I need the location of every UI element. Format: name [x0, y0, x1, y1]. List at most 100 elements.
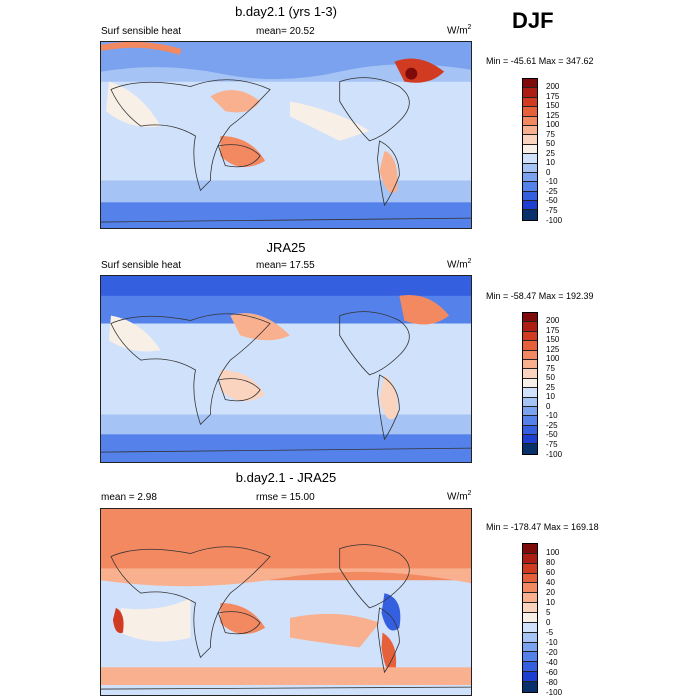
colorbar-segment — [523, 583, 537, 594]
panel-3-colorbar — [522, 543, 538, 693]
colorbar-tick-label: 150 — [546, 101, 560, 111]
panel-2-mean: mean= 17.55 — [256, 260, 315, 271]
colorbar-segment — [523, 107, 537, 117]
colorbar-segment — [523, 350, 537, 360]
colorbar-tick-label: -10 — [546, 411, 558, 421]
colorbar-tick-label: 10 — [546, 597, 555, 607]
colorbar-segment — [523, 322, 537, 332]
panel-1-variable: Surf sensible heat — [101, 26, 182, 37]
panel-2-map — [100, 275, 472, 463]
panel-1-units: W/m2 — [447, 24, 472, 37]
colorbar-tick-label: -25 — [546, 420, 558, 430]
colorbar-tick-label: 200 — [546, 316, 560, 326]
colorbar-segment — [523, 652, 537, 663]
colorbar-tick-label: 125 — [546, 344, 560, 354]
panel-1-colorbar — [522, 78, 538, 221]
colorbar-segment — [523, 210, 537, 220]
colorbar-tick-label: 25 — [546, 148, 555, 158]
colorbar-tick-label: -10 — [546, 637, 558, 647]
colorbar-tick-label: 150 — [546, 335, 560, 345]
colorbar-tick-label: -100 — [546, 215, 563, 225]
colorbar-segment — [523, 632, 537, 643]
colorbar-tick-label: -50 — [546, 196, 558, 206]
colorbar-segment — [523, 125, 537, 136]
colorbar-tick-label: 5 — [546, 607, 551, 617]
season-label: DJF — [512, 8, 554, 33]
colorbar-tick-label: 100 — [546, 354, 560, 364]
colorbar-segment — [523, 201, 537, 211]
colorbar-segment — [523, 613, 537, 623]
colorbar-segment — [523, 154, 537, 164]
colorbar-tick-label: -25 — [546, 186, 558, 196]
panel-2-units: W/m2 — [447, 258, 472, 271]
colorbar-segment — [523, 672, 537, 683]
panel-1-title: b.day2.1 (yrs 1-3) — [235, 4, 337, 19]
colorbar-tick-label: 75 — [546, 129, 555, 139]
colorbar-segment — [523, 88, 537, 98]
colorbar-segment — [523, 341, 537, 351]
colorbar-segment — [523, 642, 537, 653]
colorbar-tick-label: 75 — [546, 363, 555, 373]
colorbar-tick-label: -75 — [546, 205, 558, 215]
colorbar-tick-label: 0 — [546, 167, 551, 177]
colorbar-segment — [523, 378, 537, 389]
colorbar-segment — [523, 172, 537, 183]
colorbar-segment — [523, 425, 537, 436]
colorbar-tick-label: -50 — [546, 430, 558, 440]
panel-3-units: W/m2 — [447, 490, 472, 503]
colorbar-segment — [523, 369, 537, 379]
colorbar-segment — [523, 182, 537, 192]
panel-3-mean: mean = 2.98 — [101, 492, 157, 503]
colorbar-segment — [523, 544, 537, 554]
colorbar-segment — [523, 116, 537, 126]
colorbar-tick-label: 100 — [546, 120, 560, 130]
colorbar-tick-label: 25 — [546, 382, 555, 392]
colorbar-tick-label: -100 — [546, 687, 563, 697]
colorbar-tick-label: 40 — [546, 577, 555, 587]
colorbar-tick-label: -100 — [546, 449, 563, 459]
panel-3-map — [100, 508, 472, 696]
colorbar-tick-label: 0 — [546, 617, 551, 627]
colorbar-segment — [523, 359, 537, 370]
panel-3-title: b.day2.1 - JRA25 — [235, 470, 337, 485]
colorbar-segment — [523, 135, 537, 145]
colorbar-tick-label: 175 — [546, 325, 560, 335]
colorbar-segment — [523, 163, 537, 173]
colorbar-tick-label: 10 — [546, 158, 555, 168]
colorbar-tick-label: 50 — [546, 139, 555, 149]
colorbar-segment — [523, 97, 537, 108]
colorbar-segment — [523, 682, 537, 692]
colorbar-tick-label: 125 — [546, 110, 560, 120]
colorbar-segment — [523, 388, 537, 398]
colorbar-tick-label: 175 — [546, 91, 560, 101]
colorbar-tick-label: 50 — [546, 373, 555, 383]
colorbar-tick-label: 60 — [546, 567, 555, 577]
panel-2-title: JRA25 — [266, 240, 306, 255]
colorbar-tick-label: -75 — [546, 439, 558, 449]
colorbar-segment — [523, 593, 537, 604]
panel-2-colorbar — [522, 312, 538, 455]
colorbar-tick-label: 80 — [546, 557, 555, 567]
colorbar-tick-label: -80 — [546, 677, 558, 687]
colorbar-segment — [523, 563, 537, 574]
colorbar-segment — [523, 603, 537, 614]
colorbar-tick-label: -5 — [546, 627, 554, 637]
colorbar-tick-label: -20 — [546, 647, 558, 657]
panel-3-minmax: Min = -178.47 Max = 169.18 — [486, 522, 599, 532]
colorbar-segment — [523, 79, 537, 89]
panel-2-minmax: Min = -58.47 Max = 192.39 — [486, 291, 594, 301]
colorbar-segment — [523, 416, 537, 426]
colorbar-segment — [523, 622, 537, 633]
colorbar-segment — [523, 313, 537, 323]
colorbar-tick-label: 10 — [546, 392, 555, 402]
colorbar-segment — [523, 406, 537, 417]
panel-2-variable: Surf sensible heat — [101, 260, 182, 271]
colorbar-segment — [523, 397, 537, 407]
colorbar-tick-label: -10 — [546, 177, 558, 187]
colorbar-segment — [523, 191, 537, 202]
colorbar-segment — [523, 444, 537, 454]
colorbar-segment — [523, 435, 537, 445]
panel-1-map — [100, 41, 472, 229]
colorbar-segment — [523, 662, 537, 673]
colorbar-segment — [523, 331, 537, 342]
